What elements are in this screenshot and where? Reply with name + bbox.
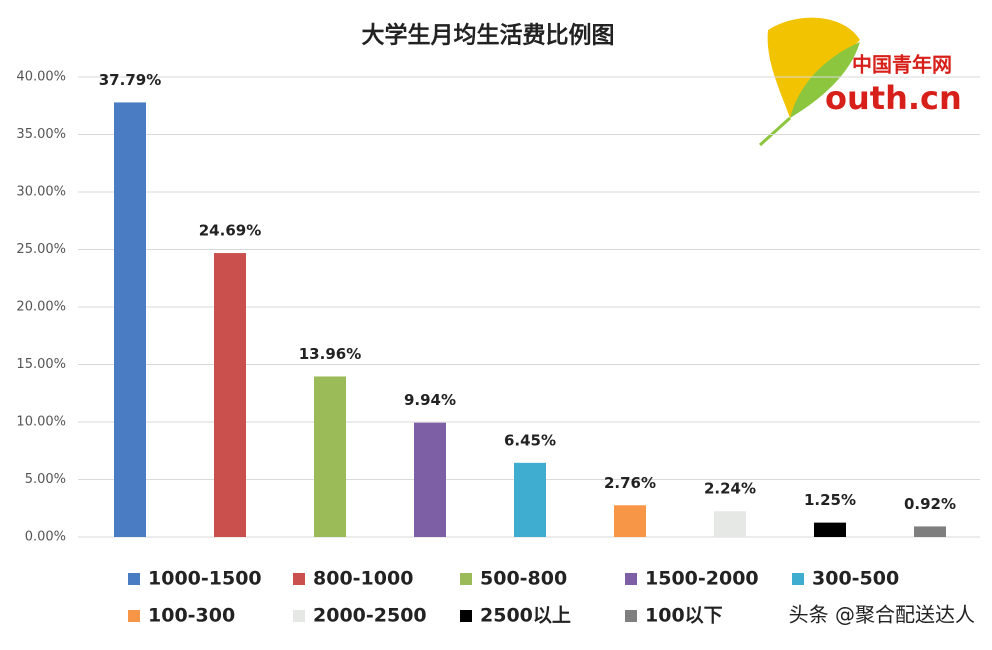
legend-swatch xyxy=(293,573,305,585)
value-label: 2.24% xyxy=(704,480,756,498)
legend-swatch xyxy=(128,610,140,622)
value-label: 2.76% xyxy=(604,474,656,492)
logo: 中国青年网 outh.cn xyxy=(758,17,962,147)
legend-swatch xyxy=(293,610,305,622)
value-label: 6.45% xyxy=(504,431,556,449)
bar xyxy=(214,253,246,537)
legend-swatch xyxy=(625,573,637,585)
legend-label: 2500以上 xyxy=(480,605,571,627)
bar xyxy=(114,102,146,537)
value-label: 0.92% xyxy=(904,495,956,513)
y-tick-label: 30.00% xyxy=(16,185,66,200)
bar xyxy=(414,422,446,537)
value-label: 37.79% xyxy=(99,71,161,89)
watermark: 头条 @聚合配送达人 xyxy=(789,603,975,627)
y-tick-label: 15.00% xyxy=(16,357,66,372)
y-tick-label: 20.00% xyxy=(16,300,66,315)
y-tick-label: 40.00% xyxy=(16,70,66,85)
logo-stem xyxy=(758,116,792,147)
y-tick-label: 5.00% xyxy=(25,472,66,487)
y-tick-label: 10.00% xyxy=(16,415,66,430)
bar xyxy=(314,376,346,537)
legend-label: 1500-2000 xyxy=(645,568,759,590)
y-tick-label: 35.00% xyxy=(16,127,66,142)
legend-swatch xyxy=(792,573,804,585)
legend-label: 300-500 xyxy=(812,568,899,590)
value-label: 13.96% xyxy=(299,345,361,363)
chart-title: 大学生月均生活费比例图 xyxy=(362,22,615,49)
legend-label: 1000-1500 xyxy=(148,568,262,590)
y-tick-label: 25.00% xyxy=(16,242,66,257)
legend-swatch xyxy=(625,610,637,622)
legend-label: 2000-2500 xyxy=(313,605,427,627)
value-label: 24.69% xyxy=(199,222,261,240)
bar xyxy=(614,505,646,537)
value-label: 1.25% xyxy=(804,491,856,509)
logo-leaf xyxy=(790,42,860,118)
bar xyxy=(514,462,546,537)
legend-label: 800-1000 xyxy=(313,568,413,590)
legend-label: 100以下 xyxy=(645,605,723,627)
legend-label: 100-300 xyxy=(148,605,235,627)
logo-brand: 中国青年网 xyxy=(852,53,952,77)
bar xyxy=(714,511,746,537)
bar xyxy=(814,522,846,537)
logo-site: outh.cn xyxy=(825,79,962,117)
legend-label: 500-800 xyxy=(480,568,567,590)
logo-leaf xyxy=(767,17,860,118)
y-tick-label: 0.00% xyxy=(25,530,66,545)
bar xyxy=(914,526,946,537)
legend-swatch xyxy=(128,573,140,585)
legend-swatch xyxy=(460,610,472,622)
value-label: 9.94% xyxy=(404,391,456,409)
legend-swatch xyxy=(460,573,472,585)
